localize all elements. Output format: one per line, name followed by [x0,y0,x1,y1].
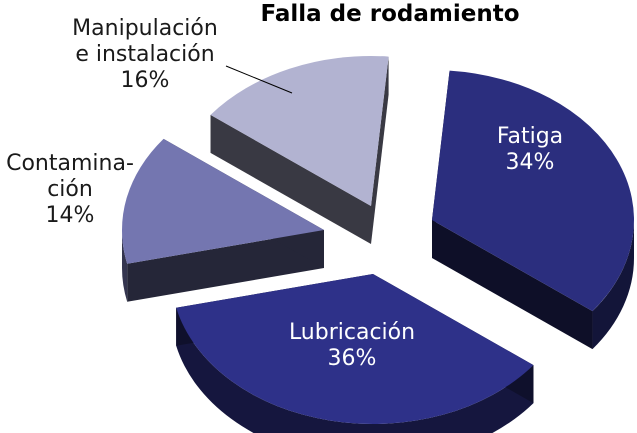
slice-fatiga[interactable] [432,70,634,312]
chart-title: Falla de rodamiento [261,1,520,27]
slice-lubricaci-n[interactable] [176,274,534,425]
slice-label-2: Contamina-ción 14% [6,151,134,228]
slice-cut-manipulaci-n-e-instalaci-n-1 [371,56,389,244]
slice-wall-lubricaci-n [176,307,534,433]
slice-label-3: Manipulación e instalación 16% [72,16,218,93]
slice-cut-fatiga-1 [432,220,593,350]
slice-contaminaci-n[interactable] [122,138,324,264]
leader-line [225,65,293,94]
slice-cut-contaminaci-n-0 [127,230,324,302]
slice-wall-fatiga [592,220,634,350]
pie-top-layer [122,56,634,425]
slice-manipulaci-n-e-instalaci-n[interactable] [210,56,389,206]
slice-wall-contaminaci-n [122,230,128,302]
slice-label-1: Lubricación 36% [289,320,415,371]
slice-label-0: Fatiga 34% [497,124,563,175]
slice-cut-manipulaci-n-e-instalaci-n-0 [210,114,371,245]
slice-labels: Fatiga 34% Lubricación 36% Contamina-ción 14%… [6,16,563,371]
